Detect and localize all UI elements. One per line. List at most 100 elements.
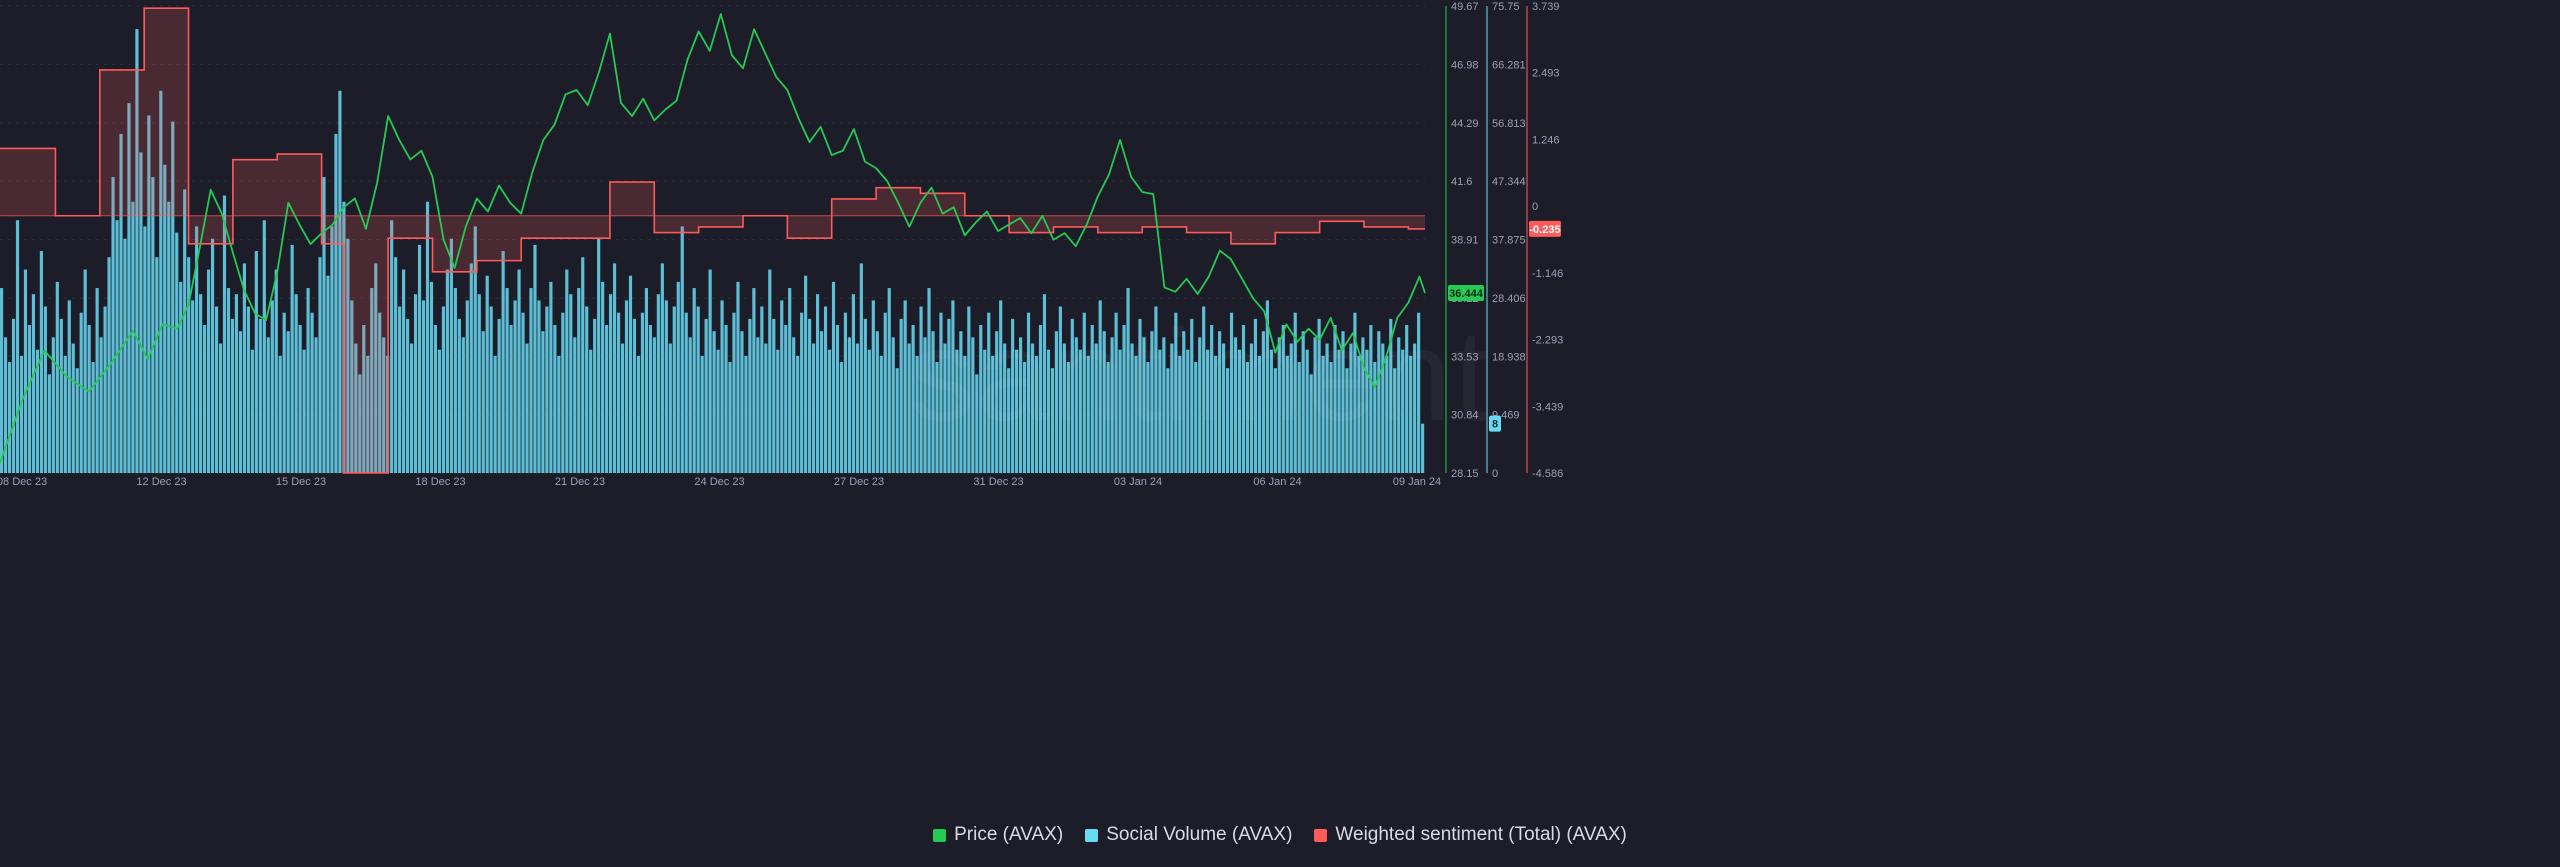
x-tick-label: 08 Dec 23 — [0, 476, 47, 488]
social-volume-bar — [979, 325, 983, 473]
social-volume-bar — [999, 300, 1003, 473]
social-volume-bar — [1301, 331, 1305, 473]
social-volume-bar — [1174, 312, 1178, 473]
social-volume-bar — [465, 300, 469, 473]
social-volume-bar — [967, 306, 971, 473]
social-volume-bar — [983, 349, 987, 473]
social-volume-bar — [652, 337, 656, 473]
social-volume-bar — [668, 343, 672, 473]
social-volume-bar — [35, 349, 40, 473]
sentiment-swatch-icon — [1314, 828, 1328, 842]
social-volume-bar — [1309, 374, 1313, 473]
price-tick-label: 44.29 — [1451, 118, 1479, 130]
social-volume-bar — [1337, 349, 1341, 473]
social-volume-bar — [656, 294, 660, 473]
social-volume-bar — [1054, 331, 1058, 473]
social-volume-bar — [648, 325, 652, 473]
social-volume-swatch-icon — [1085, 828, 1099, 842]
social-volume-bar — [907, 343, 911, 473]
social-volume-bar — [541, 331, 545, 473]
social-volume-bar — [724, 325, 728, 473]
social-volume-bar — [732, 312, 736, 473]
social-volume-bar — [923, 337, 927, 473]
social-volume-bar — [1413, 343, 1417, 473]
social-volume-bar — [346, 238, 350, 473]
social-volume-bar — [1241, 325, 1246, 473]
social-volume-bar — [127, 103, 131, 474]
social-volume-bar — [1146, 362, 1150, 473]
social-volume-bar — [927, 288, 931, 473]
social-volume-bar — [1237, 349, 1242, 473]
social-volume-bar — [378, 312, 382, 473]
social-volume-bar — [875, 331, 879, 473]
social-volume-bar — [1038, 325, 1043, 473]
social-volume-bar — [91, 362, 95, 473]
social-volume-bar — [1365, 349, 1369, 473]
social-volume-bar — [147, 115, 151, 473]
social-volume-bar — [11, 318, 16, 473]
social-volume-bar — [760, 306, 764, 473]
social-volume-bar — [609, 294, 613, 473]
social-volume-bar — [1273, 368, 1277, 473]
social-volume-bar — [573, 337, 577, 473]
social-volume-bar — [843, 312, 848, 473]
social-volume-bar — [1210, 325, 1214, 473]
social-volume-bar — [151, 177, 155, 473]
social-volume-bar — [569, 294, 573, 473]
social-volume-tick-label: 56.813 — [1492, 118, 1526, 130]
legend-label-price: Price (AVAX) — [954, 824, 1064, 845]
social-volume-bar — [171, 121, 175, 474]
social-volume-bar — [425, 201, 430, 474]
social-volume-bar — [234, 294, 239, 473]
social-volume-bar — [831, 281, 836, 473]
social-volume-bar — [390, 220, 394, 473]
social-volume-bar — [943, 343, 947, 473]
legend-item-price[interactable]: Price (AVAX) — [933, 824, 1063, 846]
social-volume-bar — [103, 306, 107, 473]
social-volume-bar — [63, 355, 67, 473]
x-tick-label: 09 Jan 24 — [1393, 476, 1441, 488]
legend-item-sentiment[interactable]: Weighted sentiment (Total) (AVAX) — [1314, 824, 1627, 846]
social-volume-bar — [302, 349, 306, 473]
social-volume-bar — [270, 300, 274, 473]
social-volume-bar — [1305, 349, 1309, 473]
social-volume-bar — [1249, 343, 1254, 473]
social-volume-bar — [947, 318, 951, 473]
social-volume-bar — [975, 374, 979, 473]
sentiment-tick-label: -4.586 — [1532, 468, 1563, 480]
price-tick-label: 38.91 — [1451, 235, 1479, 247]
sentiment-tick-label: 0 — [1532, 201, 1538, 213]
social-volume-bar — [517, 269, 521, 473]
social-volume-bar — [827, 349, 832, 473]
social-volume-bar — [1417, 312, 1421, 473]
social-volume-bar — [879, 355, 883, 473]
social-volume-bar — [47, 374, 51, 473]
social-volume-bar — [1018, 337, 1023, 473]
social-volume-tick-label: 28.406 — [1492, 293, 1526, 305]
social-volume-bar — [1022, 362, 1027, 473]
social-volume-bar — [780, 300, 784, 473]
x-tick-label: 15 Dec 23 — [276, 476, 326, 488]
social-volume-bar — [111, 177, 115, 473]
social-volume-bar — [159, 90, 163, 473]
social-volume-bar — [847, 337, 852, 473]
legend-item-social-volume[interactable]: Social Volume (AVAX) — [1085, 824, 1292, 846]
social-volume-bar — [1078, 349, 1082, 473]
social-volume-bar — [1265, 300, 1269, 473]
social-volume-bar — [143, 226, 147, 473]
social-volume-bar — [1221, 343, 1226, 473]
social-volume-bar — [1409, 355, 1413, 473]
social-volume-bar — [815, 294, 820, 473]
social-volume-bar — [115, 220, 119, 473]
price-tick-label: 41.6 — [1451, 176, 1472, 188]
social-volume-bar — [286, 331, 290, 473]
social-volume-bar — [971, 337, 975, 473]
social-volume-bar — [605, 325, 609, 473]
social-volume-bar — [808, 318, 812, 473]
sentiment-tick-label: 3.739 — [1532, 1, 1560, 13]
social-volume-tick-label: 0 — [1492, 468, 1498, 480]
social-volume-bar — [1142, 337, 1146, 473]
social-volume-bar — [935, 362, 939, 473]
social-volume-bar — [1158, 349, 1162, 473]
social-volume-bar — [409, 343, 414, 473]
